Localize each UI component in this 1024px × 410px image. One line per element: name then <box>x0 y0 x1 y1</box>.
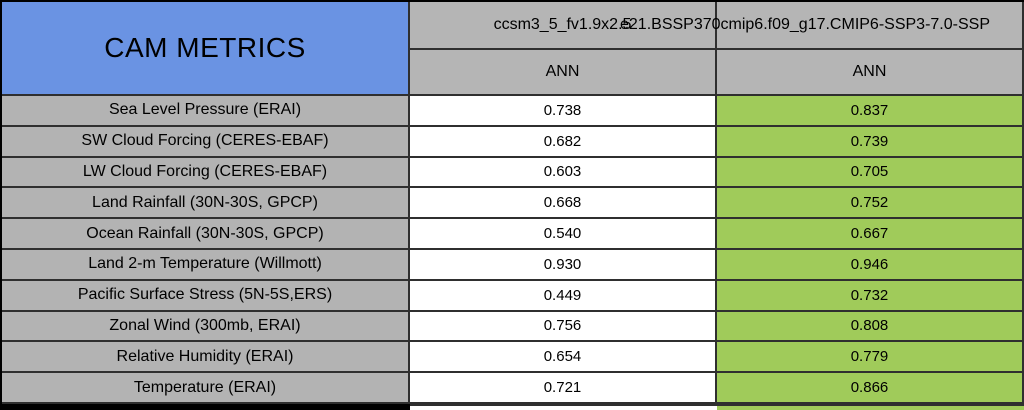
metric-label-row-8: Zonal Wind (300mb, ERAI) <box>2 311 410 343</box>
metric-value-model2-row-3-text: 0.705 <box>850 163 889 181</box>
metric-value-model2-row-1: 0.837 <box>717 96 1024 127</box>
season-2-label: ANN <box>852 63 887 80</box>
metric-label-row-10: Temperature (ERAI) <box>2 373 410 404</box>
metric-value-model2-row-6: 0.946 <box>717 249 1024 281</box>
column-subheader-season-1: ANN <box>410 50 717 96</box>
metric-value-model2-row-9-text: 0.779 <box>850 348 889 366</box>
metric-value-model2-row-8-text: 0.808 <box>850 317 889 335</box>
metric-label-row-10-text: Temperature (ERAI) <box>133 378 277 396</box>
season-1-label: ANN <box>545 63 580 80</box>
metric-value-model2-row-2-text: 0.739 <box>850 132 889 150</box>
metric-value-model1-row-3: 0.603 <box>410 157 717 189</box>
metric-value-model1-row-7: 0.449 <box>410 280 717 312</box>
metric-value-model1-row-6: 0.930 <box>410 249 717 281</box>
metric-value-model1-row-2-text: 0.682 <box>543 132 582 150</box>
metric-value-model2-row-10-text: 0.866 <box>850 379 889 397</box>
metric-value-model2-row-3: 0.705 <box>717 157 1024 189</box>
metric-value-model1-row-1: 0.738 <box>410 96 717 127</box>
metric-value-model1-row-8: 0.756 <box>410 311 717 343</box>
metric-value-model1-row-7-text: 0.449 <box>543 286 582 304</box>
metric-label-row-5-text: Ocean Rainfall (30N-30S, GPCP) <box>86 224 324 242</box>
metric-label-row-9: Relative Humidity (ERAI) <box>2 342 410 374</box>
column-header-model-1: ccsm3_5_fv1.9x2.5 <box>410 2 717 50</box>
column-header-model-2: e21.BSSP370cmip6.f09_g17.CMIP6-SSP3-7.0-… <box>620 2 1024 50</box>
metric-label-row-3-text: LW Cloud Forcing (CERES-EBAF) <box>82 162 328 180</box>
metric-label-row-2-text: SW Cloud Forcing (CERES-EBAF) <box>81 132 329 150</box>
metric-label-row-6-text: Land 2-m Temperature (Willmott) <box>88 255 322 273</box>
metric-value-model2-row-4-text: 0.752 <box>850 194 889 212</box>
metric-value-model2-row-7: 0.732 <box>717 280 1024 312</box>
metric-value-model2-row-1-text: 0.837 <box>850 101 889 119</box>
table-title: CAM METRICS <box>104 32 306 63</box>
metric-value-model1-row-1-text: 0.738 <box>543 101 582 119</box>
metric-label-row-7-text: Pacific Surface Stress (5N-5S,ERS) <box>77 286 333 304</box>
metric-value-model2-row-2: 0.739 <box>717 126 1024 158</box>
metric-value-model2-row-7-text: 0.732 <box>850 286 889 304</box>
cropped-next-row-value-2 <box>717 404 1024 410</box>
metric-label-row-5: Ocean Rainfall (30N-30S, GPCP) <box>2 219 410 250</box>
metric-value-model1-row-9: 0.654 <box>410 342 717 374</box>
metric-label-row-9-text: Relative Humidity (ERAI) <box>116 347 294 365</box>
metric-value-model1-row-9-text: 0.654 <box>543 348 582 366</box>
metric-value-model2-row-9: 0.779 <box>717 342 1024 374</box>
metric-label-row-4-text: Land Rainfall (30N-30S, GPCP) <box>92 193 318 211</box>
model-2-name: e21.BSSP370cmip6.f09_g17.CMIP6-SSP3-7.0-… <box>620 16 990 33</box>
column-subheader-season-2: ANN <box>717 50 1024 96</box>
metric-label-row-7: Pacific Surface Stress (5N-5S,ERS) <box>2 280 410 312</box>
metric-value-model1-row-10-text: 0.721 <box>543 379 582 397</box>
metric-value-model1-row-4-text: 0.668 <box>543 194 582 212</box>
metric-label-row-1: Sea Level Pressure (ERAI) <box>2 96 410 127</box>
metric-label-row-8-text: Zonal Wind (300mb, ERAI) <box>109 316 301 334</box>
metric-value-model1-row-8-text: 0.756 <box>543 317 582 335</box>
metric-value-model2-row-10: 0.866 <box>717 373 1024 404</box>
metric-value-model1-row-2: 0.682 <box>410 126 717 158</box>
cropped-next-row-value-1 <box>410 404 717 410</box>
metric-value-model2-row-5: 0.667 <box>717 219 1024 250</box>
metric-value-model2-row-8: 0.808 <box>717 311 1024 343</box>
metric-value-model2-row-5-text: 0.667 <box>850 225 889 243</box>
metric-label-row-6: Land 2-m Temperature (Willmott) <box>2 249 410 281</box>
metric-value-model1-row-10: 0.721 <box>410 373 717 404</box>
metric-value-model1-row-4: 0.668 <box>410 188 717 220</box>
metric-value-model1-row-6-text: 0.930 <box>543 255 582 273</box>
metric-value-model2-row-6-text: 0.946 <box>850 255 889 273</box>
metric-value-model1-row-5: 0.540 <box>410 219 717 250</box>
metric-value-model2-row-4: 0.752 <box>717 188 1024 220</box>
table-bottom-border <box>0 404 410 410</box>
table-title-cell: CAM METRICS <box>2 2 410 96</box>
metric-value-model1-row-3-text: 0.603 <box>543 163 582 181</box>
metric-label-row-1-text: Sea Level Pressure (ERAI) <box>108 101 302 119</box>
metric-label-row-3: LW Cloud Forcing (CERES-EBAF) <box>2 157 410 189</box>
metric-value-model1-row-5-text: 0.540 <box>543 225 582 243</box>
metric-label-row-2: SW Cloud Forcing (CERES-EBAF) <box>2 126 410 158</box>
model-1-name: ccsm3_5_fv1.9x2.5 <box>493 16 632 33</box>
metric-label-row-4: Land Rainfall (30N-30S, GPCP) <box>2 188 410 220</box>
